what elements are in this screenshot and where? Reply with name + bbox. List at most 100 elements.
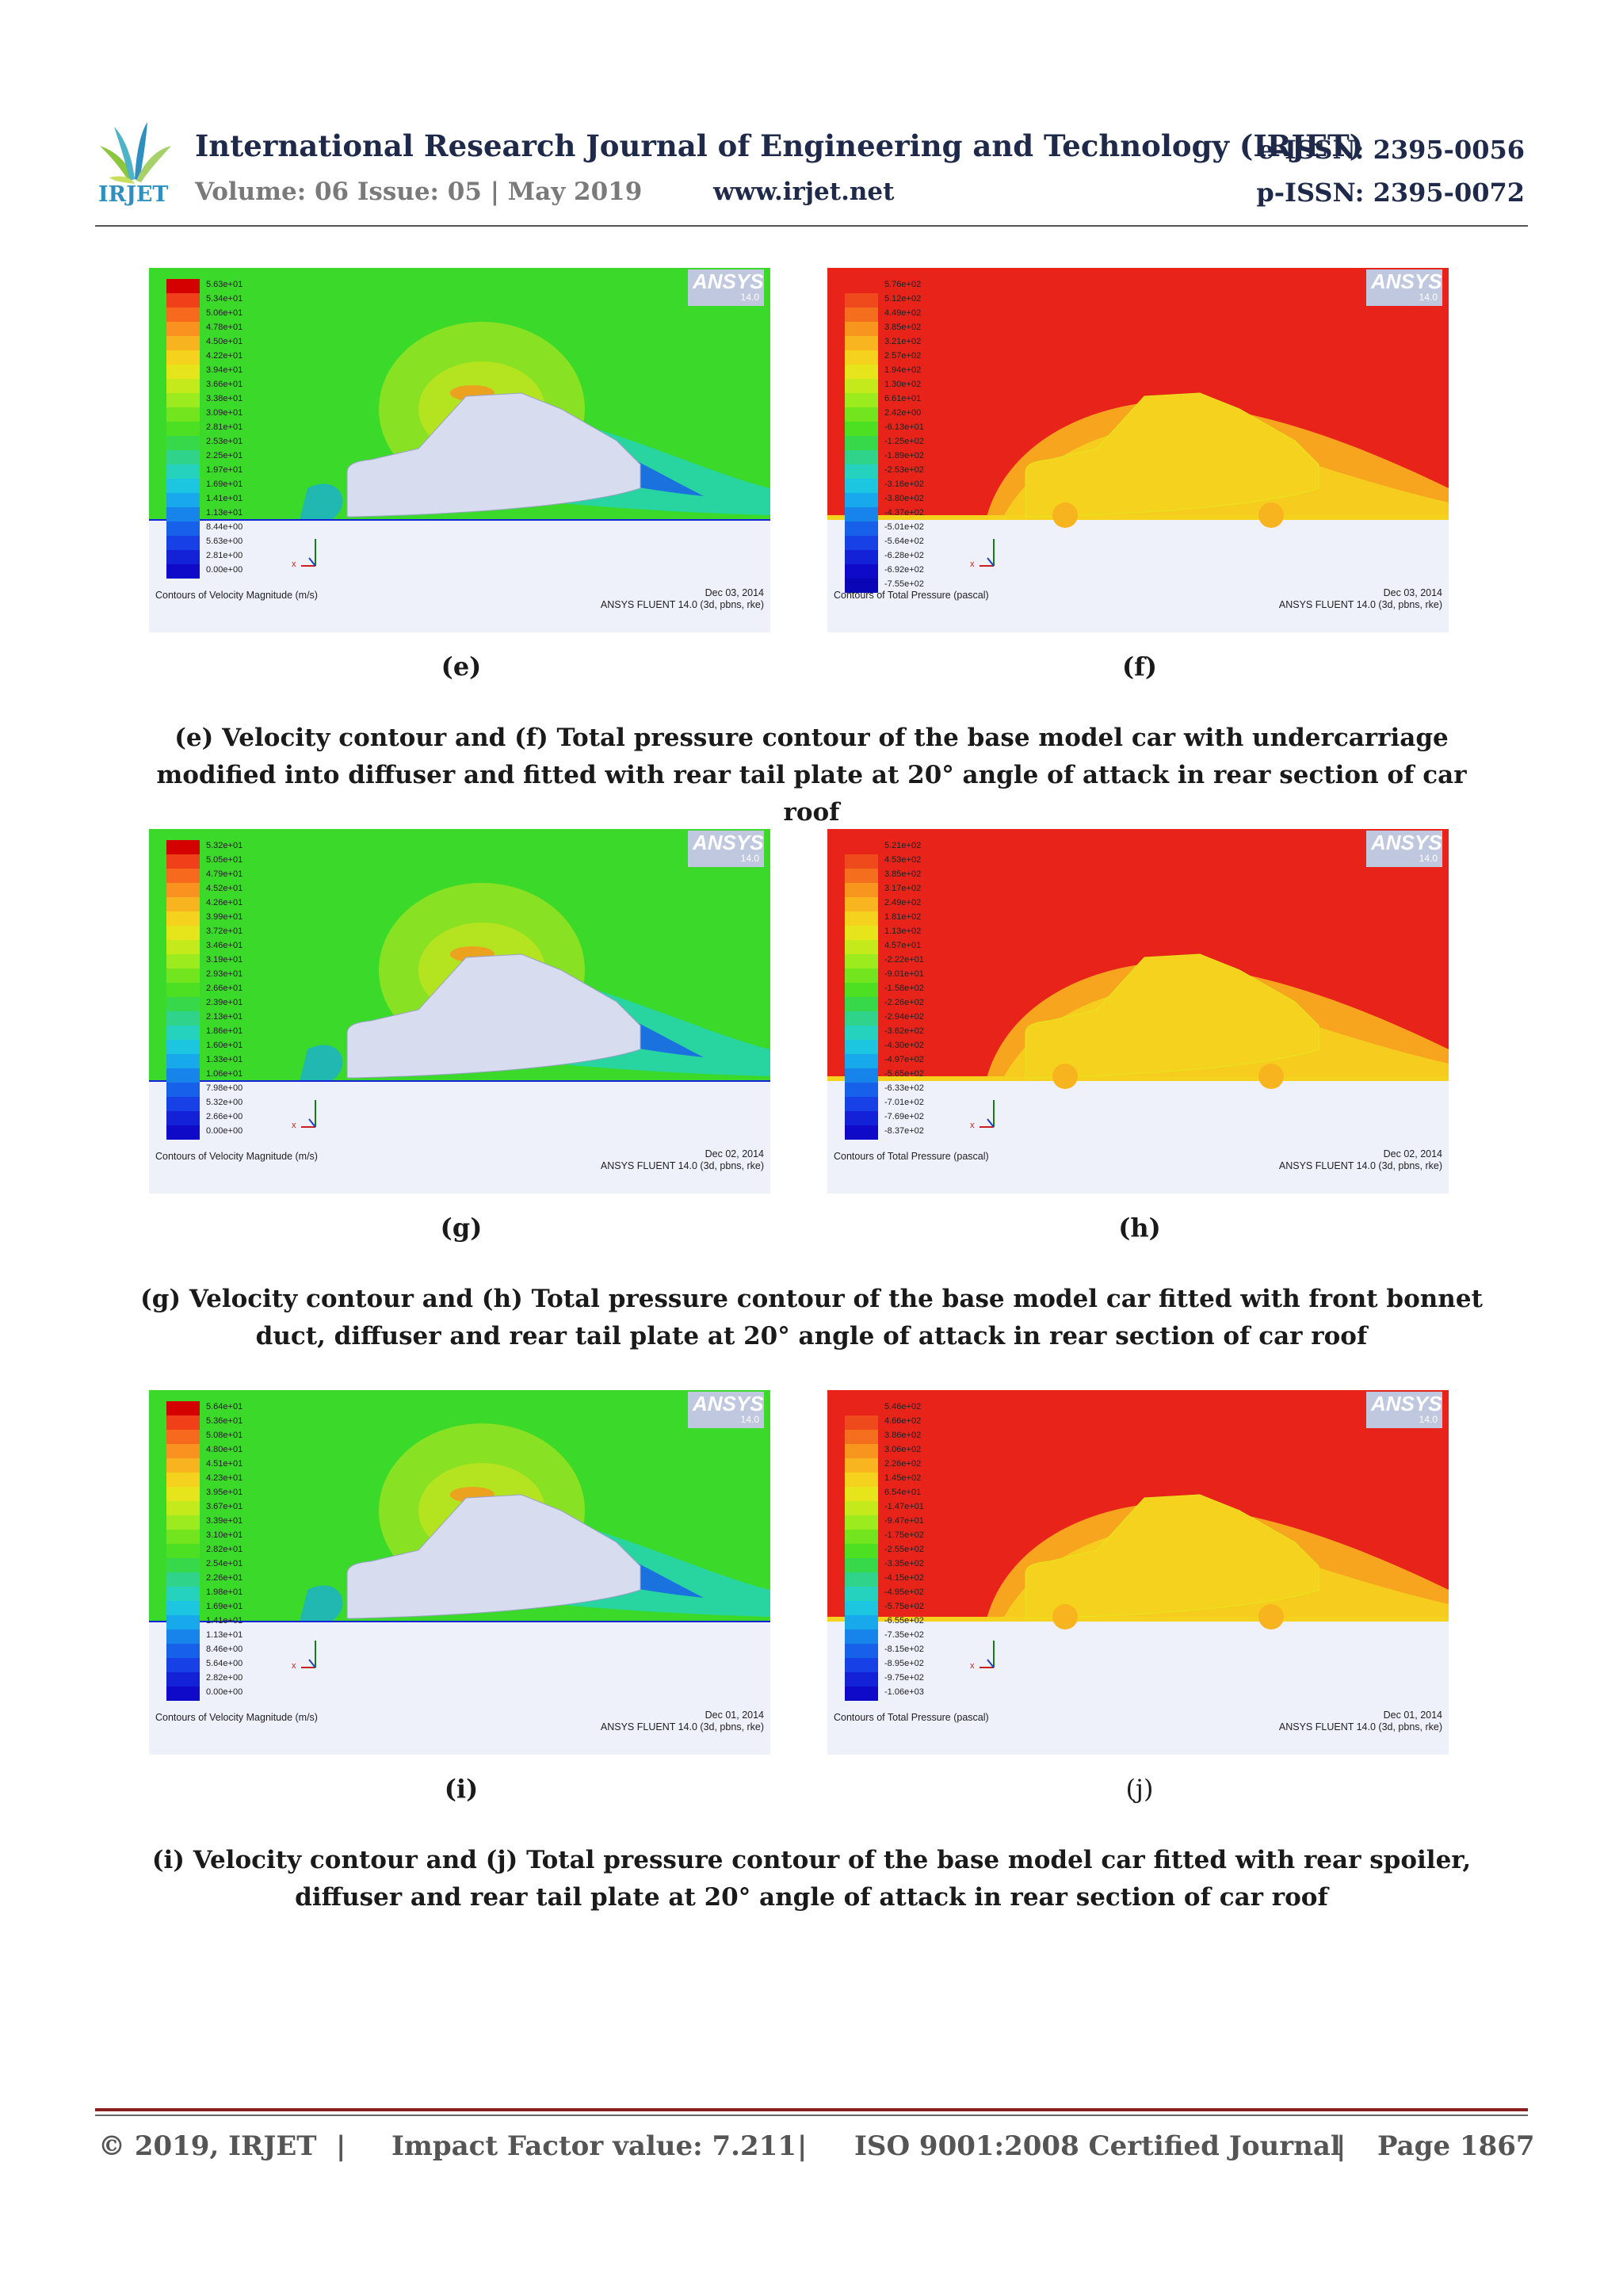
legend-swatch: [166, 336, 200, 350]
legend-swatch: [845, 926, 878, 940]
legend-swatch: [166, 550, 200, 564]
legend-label: 3.10e+01: [206, 1530, 243, 1540]
legend-swatch: [845, 350, 878, 365]
legend-swatch: [845, 393, 878, 407]
sublabel-e: (e): [441, 651, 482, 682]
legend-swatch: [166, 407, 200, 422]
legend-label: -1.06e+03: [884, 1687, 924, 1697]
legend-swatch: [845, 1501, 878, 1515]
legend-swatch: [845, 507, 878, 521]
axis-x-label: x: [970, 560, 975, 569]
legend-swatch: [166, 436, 200, 450]
legend-swatch: [845, 897, 878, 911]
legend-label: 5.32e+00: [206, 1098, 243, 1107]
figure-caption-gh: (g) Velocity contour and (h) Total press…: [140, 1285, 1483, 1350]
legend-label: 4.66e+02: [884, 1416, 922, 1426]
legend-swatch: [166, 1530, 200, 1544]
legend-label: 2.26e+01: [206, 1573, 243, 1583]
footer-rule-gray: [95, 2115, 1528, 2116]
ansys-logo-version: 14.0: [740, 853, 759, 864]
legend-label: -9.01e+01: [884, 969, 924, 979]
contour-solver-info: ANSYS FLUENT 14.0 (3d, pbns, rke): [600, 599, 764, 610]
legend-label: 3.19e+01: [206, 955, 243, 965]
legend-swatch: [166, 997, 200, 1011]
legend-swatch: [845, 1083, 878, 1097]
footer-iso: ISO 9001:2008 Certified Journal: [854, 2130, 1341, 2162]
contour-date: Dec 02, 2014: [1383, 1148, 1442, 1159]
contour-plot-g: [149, 829, 770, 1194]
legend-swatch: [845, 854, 878, 869]
contour-caption: Contours of Velocity Magnitude (m/s): [155, 590, 318, 601]
ansys-logo-text: ANSYS: [1371, 1392, 1442, 1415]
legend-swatch: [166, 422, 200, 436]
legend-label: 5.63e+00: [206, 537, 243, 546]
legend-label: 3.39e+01: [206, 1516, 243, 1526]
legend-swatch: [845, 1111, 878, 1125]
legend-swatch: [166, 840, 200, 854]
legend-label: -5.75e+02: [884, 1602, 924, 1611]
contour-date: Dec 01, 2014: [1383, 1710, 1442, 1721]
legend-swatch: [166, 279, 200, 293]
ansys-logo-version: 14.0: [1419, 292, 1438, 303]
legend-swatch: [845, 1401, 878, 1415]
legend-label: -5.01e+02: [884, 522, 924, 532]
legend-label: -5.64e+02: [884, 537, 924, 546]
contour-panel-i: 5.64e+01 5.36e+01 5.08e+01 4.80e+01 4.51e+01…: [149, 1390, 770, 1755]
legend-swatch: [166, 1473, 200, 1487]
contour-solver-info: ANSYS FLUENT 14.0 (3d, pbns, rke): [1278, 599, 1442, 610]
legend-swatch: [845, 365, 878, 379]
legend-label: -8.37e+02: [884, 1126, 924, 1136]
legend-label: 3.67e+01: [206, 1502, 243, 1511]
legend-label: -8.95e+02: [884, 1659, 924, 1668]
journal-title: International Research Journal of Engine…: [195, 128, 1364, 163]
legend-swatch: [166, 379, 200, 393]
legend-label: -9.75e+02: [884, 1673, 924, 1683]
contour-plot-j: [827, 1390, 1449, 1755]
legend-label: -7.01e+02: [884, 1098, 924, 1107]
contour-caption: Contours of Total Pressure (pascal): [834, 590, 989, 601]
legend-swatch: [166, 322, 200, 336]
legend-swatch: [845, 869, 878, 883]
journal-website[interactable]: www.irjet.net: [713, 178, 895, 206]
legend-swatch: [166, 521, 200, 536]
legend-label: -5.65e+02: [884, 1069, 924, 1079]
sublabel-j: (j): [1125, 1774, 1154, 1804]
legend-swatch: [845, 1615, 878, 1629]
contour-panel-j: 5.46e+02 4.66e+02 3.86e+02 3.06e+02 2.26e+02…: [827, 1390, 1449, 1755]
legend-swatch: [845, 940, 878, 954]
legend-label: 5.32e+01: [206, 841, 243, 850]
eissn: e-ISSN: 2395-0056: [1258, 135, 1525, 165]
legend-swatch: [166, 1515, 200, 1530]
legend-swatch: [845, 336, 878, 350]
contour-panel-f: 5.76e+02 5.12e+02 4.49e+02 3.85e+02 3.21e+02…: [827, 268, 1449, 632]
legend-swatch: [845, 1544, 878, 1558]
legend-label: 0.00e+00: [206, 1687, 243, 1697]
legend-swatch: [845, 968, 878, 983]
legend-label: 1.69e+01: [206, 1602, 243, 1611]
sublabel-h: (h): [1118, 1213, 1161, 1243]
legend-label: 2.39e+01: [206, 998, 243, 1007]
legend-label: 2.25e+01: [206, 451, 243, 460]
legend-swatch: [166, 968, 200, 983]
legend-swatch: [166, 1487, 200, 1501]
legend-label: 6.61e+01: [884, 394, 922, 403]
legend-swatch: [845, 1040, 878, 1054]
ansys-logo: ANSYS 14.0: [688, 1392, 764, 1428]
sublabel-i: (i): [444, 1774, 479, 1804]
legend-label: 3.06e+02: [884, 1445, 922, 1454]
legend-label: -2.55e+02: [884, 1545, 924, 1554]
contour-solver-info: ANSYS FLUENT 14.0 (3d, pbns, rke): [1278, 1160, 1442, 1171]
pissn: p-ISSN: 2395-0072: [1256, 178, 1525, 208]
contour-caption: Contours of Total Pressure (pascal): [834, 1712, 989, 1723]
sublabel-g: (g): [440, 1213, 483, 1243]
legend-swatch: [845, 579, 878, 593]
legend-swatch: [845, 464, 878, 479]
legend-swatch: [845, 450, 878, 464]
legend-swatch: [166, 1544, 200, 1558]
ansys-logo: ANSYS 14.0: [1366, 269, 1442, 306]
legend-label: 3.38e+01: [206, 394, 243, 403]
contour-date: Dec 01, 2014: [705, 1710, 764, 1721]
ansys-logo: ANSYS 14.0: [688, 831, 764, 867]
legend-label: 7.98e+00: [206, 1083, 243, 1093]
legend-swatch: [166, 308, 200, 322]
